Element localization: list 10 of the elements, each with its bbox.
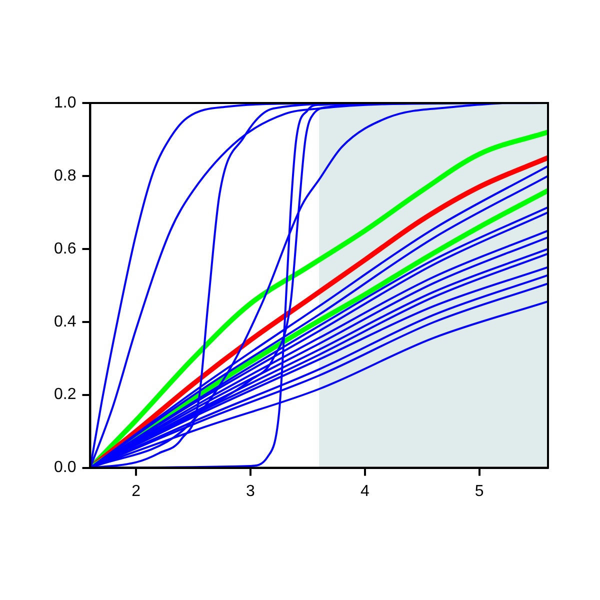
y-tick-label: 0.0 [54, 459, 76, 476]
x-tick-label: 3 [246, 482, 256, 500]
x-tick-label: 2 [132, 482, 141, 500]
y-tick-label: 0.4 [54, 313, 76, 330]
y-tick-label: 0.2 [54, 386, 76, 404]
y-tick-label: 0.8 [54, 167, 76, 184]
y-tick-label: 0.6 [54, 240, 76, 258]
y-tick-label: 1.0 [54, 94, 76, 112]
x-tick-label: 5 [474, 482, 484, 500]
x-tick-label: 4 [360, 482, 370, 500]
